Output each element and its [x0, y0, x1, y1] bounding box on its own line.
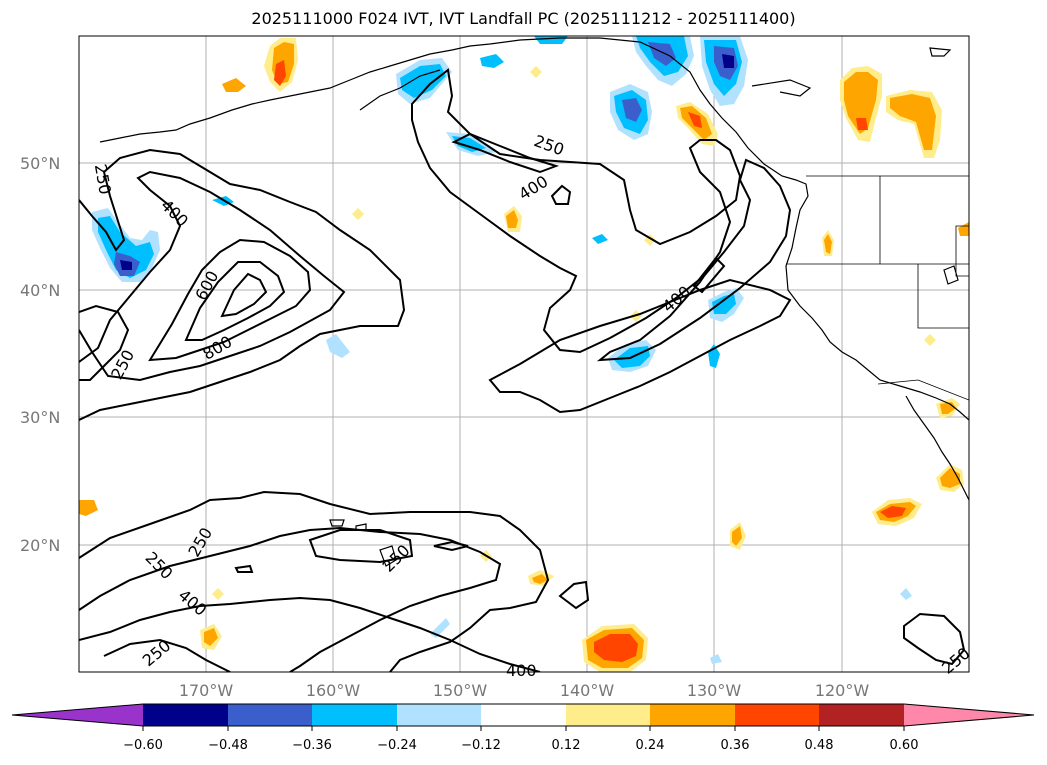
blob-blue-west-core — [98, 216, 154, 278]
colorbar-tick-6: 0.12 — [552, 738, 581, 753]
colorbar-seg-4 — [397, 704, 481, 726]
blob-warm-mx2-red — [880, 506, 906, 518]
blob-warm-hi-core — [732, 526, 742, 546]
blob-blue-small1 — [480, 54, 504, 68]
lat-label-30n: 30°N — [20, 408, 60, 427]
colorbar-seg-7 — [650, 704, 735, 726]
lon-label-120w: 120°W — [815, 681, 870, 700]
map-frame — [78, 35, 970, 673]
blob-warm-s1-core — [532, 574, 548, 584]
colorbar-seg-3 — [312, 704, 397, 726]
blob-warm-d2 — [352, 208, 364, 220]
axis-labels: 50°N 40°N 30°N 20°N 170°W 160°W 150°W 14… — [20, 154, 869, 700]
lon-label-140w: 140°W — [560, 681, 615, 700]
colorbar-tick-3: −0.36 — [292, 738, 332, 753]
blob-blue-s5 — [710, 654, 722, 664]
lon-label-150w: 150°W — [433, 681, 488, 700]
blob-blue-bc-med — [648, 42, 676, 66]
colorbar-tick-8: 0.36 — [721, 738, 750, 753]
blob-warm-w1-core — [204, 628, 218, 646]
map-frame-bg — [79, 36, 969, 672]
positive-pc-shading — [79, 38, 969, 672]
colorbar-arrow-right — [904, 704, 1034, 726]
colorbar: −0.60 −0.48 −0.36 −0.24 −0.12 0.12 0.24 … — [11, 703, 1035, 753]
ivt-contours — [79, 68, 966, 672]
colorbar-tick-7: 0.24 — [636, 738, 665, 753]
blob-blue-coast-med — [622, 98, 642, 122]
colorbar-ticks — [142, 726, 905, 731]
state-borders — [786, 175, 969, 401]
colorbar-seg-5 — [481, 704, 566, 726]
colorbar-tick-2: −0.48 — [208, 738, 248, 753]
colorbar-seg-2 — [228, 704, 312, 726]
blob-blue-s3 — [900, 588, 912, 600]
blob-warm-aleut — [222, 78, 246, 92]
blob-blue-gulf-core — [400, 64, 446, 98]
lat-label-20n: 20°N — [20, 536, 60, 555]
colorbar-seg-1 — [143, 704, 228, 726]
lat-label-50n: 50°N — [20, 154, 60, 173]
colorbar-tick-4: −0.24 — [377, 738, 417, 753]
lon-label-170w: 170°W — [179, 681, 234, 700]
colorbar-tick-5: −0.12 — [461, 738, 501, 753]
negative-pc-shading — [92, 36, 912, 664]
blob-warm-south-red — [594, 634, 638, 662]
blob-warm-ne1-red — [856, 118, 868, 130]
blob-warm-d7 — [212, 588, 224, 600]
colorbar-seg-6 — [566, 704, 650, 726]
lon-label-130w: 130°W — [687, 681, 742, 700]
blob-warm-d6 — [924, 334, 936, 346]
blob-warm-ak-w-red — [274, 60, 286, 86]
blob-warm-e — [958, 222, 969, 236]
blob-warm-or-core — [824, 234, 832, 254]
blob-warm-ne2-core — [890, 94, 936, 150]
colorbar-tick-1: −0.60 — [123, 738, 163, 753]
contour-label-400-s: 400 — [506, 661, 537, 680]
blob-blue-ak-dark — [722, 54, 734, 68]
blob-blue-s2 — [592, 234, 608, 244]
blob-blue-os1-core — [712, 294, 736, 314]
colorbar-tick-10: 0.60 — [890, 738, 919, 753]
colorbar-tick-9: 0.48 — [805, 738, 834, 753]
colorbar-arrow-left — [12, 704, 143, 726]
lat-label-40n: 40°N — [20, 281, 60, 300]
colorbar-seg-8 — [735, 704, 819, 726]
blob-blue-hi — [326, 334, 350, 358]
blob-warm-mid-core — [506, 210, 518, 228]
page-title: 2025111000 F024 IVT, IVT Landfall PC (20… — [251, 9, 796, 28]
blob-warm-ne1-core — [844, 72, 878, 134]
blob-warm-bc-red — [688, 112, 702, 128]
blob-blue-mid-core — [452, 136, 486, 152]
blob-warm-d1 — [530, 66, 542, 78]
lon-label-160w: 160°W — [306, 681, 361, 700]
blob-warm-w2 — [79, 500, 98, 516]
blob-blue-west-dark — [120, 260, 132, 270]
colorbar-seg-9 — [819, 704, 904, 726]
